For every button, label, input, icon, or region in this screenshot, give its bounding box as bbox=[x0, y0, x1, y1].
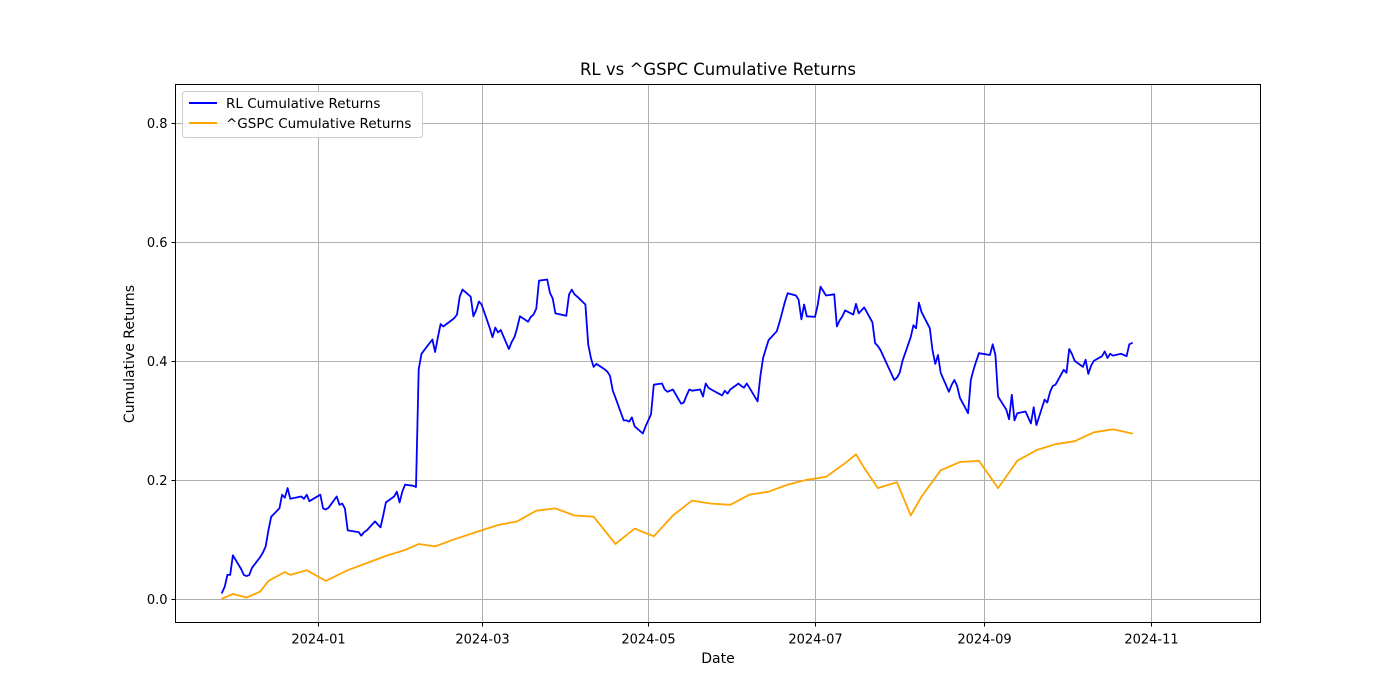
legend-label-rl: RL Cumulative Returns bbox=[226, 96, 380, 112]
x-tick-label: 2024-09 bbox=[957, 633, 1011, 648]
x-tick-label: 2024-11 bbox=[1124, 633, 1178, 648]
legend-label-gspc: ^GSPC Cumulative Returns bbox=[226, 116, 411, 132]
legend: RL Cumulative Returns ^GSPC Cumulative R… bbox=[183, 92, 423, 138]
rl-returns-line bbox=[222, 280, 1132, 593]
y-tick-label: 0.4 bbox=[147, 355, 168, 370]
y-tick-label: 0.2 bbox=[147, 474, 168, 489]
x-tick-label: 2024-01 bbox=[291, 633, 345, 648]
series-lines bbox=[222, 280, 1132, 599]
plot-frame bbox=[176, 85, 1261, 623]
gspc-returns-line bbox=[222, 429, 1132, 598]
y-axis-title: Cumulative Returns bbox=[122, 285, 138, 423]
x-tick-label: 2024-07 bbox=[788, 633, 842, 648]
x-tick-label: 2024-03 bbox=[455, 633, 509, 648]
x-tick-label: 2024-05 bbox=[621, 633, 675, 648]
x-axis-title: Date bbox=[701, 651, 734, 667]
y-tick-label: 0.0 bbox=[147, 593, 168, 608]
axis-ticks: 2024-01 2024-03 2024-05 2024-07 2024-09 2024-… bbox=[147, 117, 1179, 648]
chart-title: RL vs ^GSPC Cumulative Returns bbox=[580, 60, 856, 79]
y-tick-label: 0.8 bbox=[147, 117, 168, 132]
y-tick-label: 0.6 bbox=[147, 236, 168, 251]
grid bbox=[176, 85, 1261, 623]
